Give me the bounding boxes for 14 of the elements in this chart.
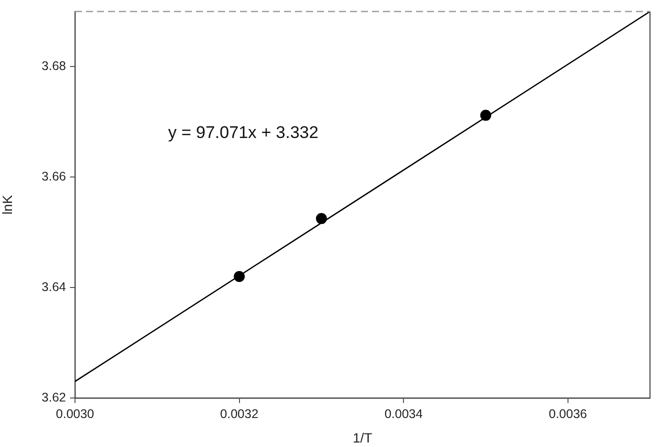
x-axis-title: 1/T [352,430,372,446]
x-tick-label: 0.0032 [220,406,258,421]
point [234,271,245,282]
point [316,213,327,224]
y-tick-label: 3.64 [42,280,66,294]
x-tick-label: 0.0036 [548,406,588,421]
point [480,110,492,121]
y-axis-title: lnK [0,194,15,215]
x-tick-label: 0.0034 [384,406,423,421]
y-tick-label: 3.66 [42,170,66,184]
annotation: y = 97.071x + 3.332 [168,122,318,142]
x-tick-label: 0.0030 [56,406,94,421]
y-tick-label: 3.62 [42,390,66,404]
y-tick-label: 3.68 [42,59,66,74]
